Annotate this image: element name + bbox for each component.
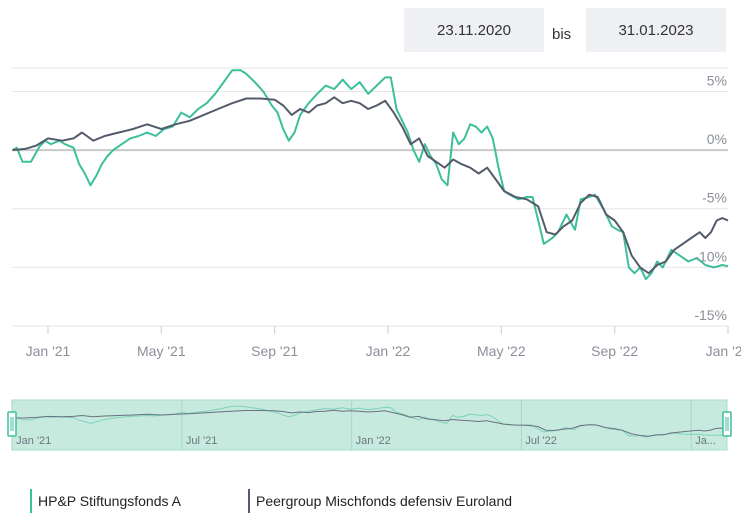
x-tick-label: Sep '22 [591, 343, 638, 359]
navigator-line-fund [12, 405, 728, 438]
navigator-handle-left[interactable] [7, 411, 17, 437]
legend-item-peer[interactable]: Peergroup Mischfonds defensiv Euroland [248, 489, 512, 513]
x-tick-label: May '22 [477, 343, 526, 359]
navigator-tick-label: Jan '22 [356, 435, 391, 447]
navigator-handle-right[interactable] [722, 411, 732, 437]
grid-layer [12, 67, 728, 327]
y-tick-label: -10% [694, 248, 727, 264]
date-from-input[interactable]: 23.11.2020 [404, 8, 544, 52]
legend-label-peer: Peergroup Mischfonds defensiv Euroland [256, 493, 513, 509]
navigator-tick-label: Ja... [695, 435, 716, 447]
legend-item-fund[interactable]: HP&P Stiftungsfonds A [30, 489, 181, 513]
x-tick-label: Jan '23 [706, 343, 741, 359]
x-tick-label: Jan '22 [366, 343, 411, 359]
range-navigator[interactable]: Jan '21 Jul '21 Jan '22 Jul '22 Ja... [7, 399, 732, 451]
x-tick-label: Sep '21 [251, 343, 298, 359]
navigator-line-peer [12, 409, 728, 437]
x-axis: Jan '21 May '21 Sep '21 Jan '22 May '22 Sep '… [26, 326, 741, 359]
y-tick-label: 0% [707, 131, 727, 147]
series-line-peer [12, 96, 729, 275]
x-tick-label: Jan '21 [26, 343, 71, 359]
navigator-selection[interactable] [11, 399, 728, 451]
navigator-tick-label: Jul '22 [525, 435, 556, 447]
legend-swatch-fund [30, 489, 32, 513]
y-tick-label: -5% [702, 190, 727, 206]
series-layer [12, 69, 729, 281]
y-axis: 5% 0% -5% -10% -15% [694, 72, 727, 323]
date-to-input[interactable]: 31.01.2023 [586, 8, 726, 52]
y-tick-label: 5% [707, 72, 727, 88]
navigator-tick-label: Jul '21 [186, 435, 217, 447]
legend-label-fund: HP&P Stiftungsfonds A [38, 493, 181, 509]
legend-swatch-peer [248, 489, 250, 513]
date-range-separator: bis [552, 26, 572, 43]
navigator-tick-label: Jan '21 [16, 435, 51, 447]
series-line-fund [12, 69, 729, 281]
x-tick-label: May '21 [137, 343, 186, 359]
y-tick-label: -15% [694, 307, 727, 323]
